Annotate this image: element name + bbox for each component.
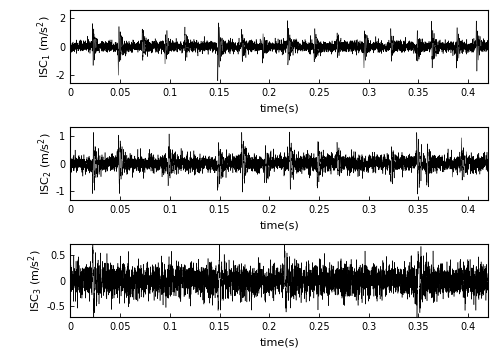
Y-axis label: ISC$_3$ (m/s$^2$): ISC$_3$ (m/s$^2$) bbox=[27, 249, 45, 312]
Y-axis label: ISC$_2$ (m/s$^2$): ISC$_2$ (m/s$^2$) bbox=[36, 132, 54, 195]
X-axis label: time(s): time(s) bbox=[259, 220, 299, 230]
X-axis label: time(s): time(s) bbox=[259, 103, 299, 113]
Y-axis label: ISC$_1$ (m/s$^2$): ISC$_1$ (m/s$^2$) bbox=[36, 15, 54, 78]
X-axis label: time(s): time(s) bbox=[259, 337, 299, 347]
